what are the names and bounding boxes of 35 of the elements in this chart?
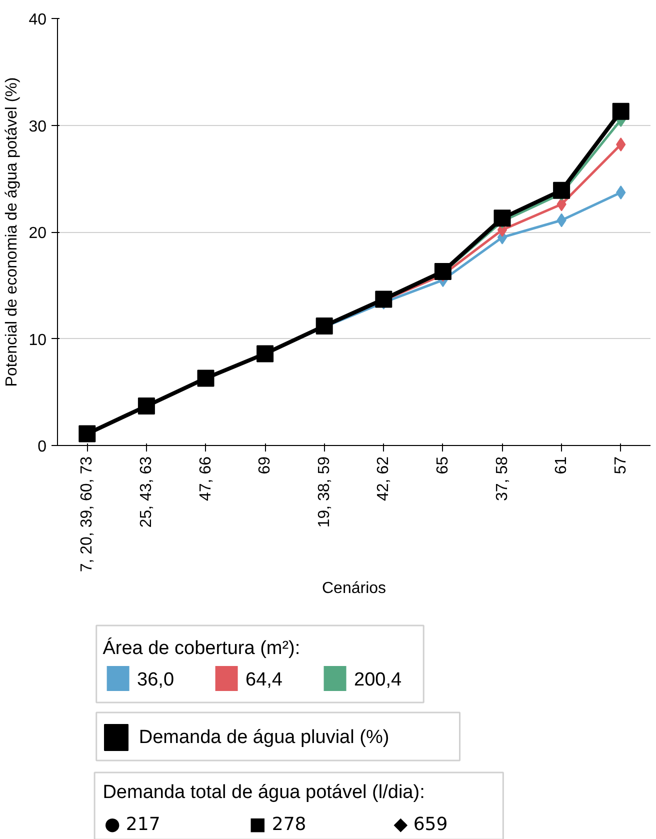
point xyxy=(256,345,274,362)
point xyxy=(553,182,570,199)
legend-label: 36,0 xyxy=(137,670,174,690)
x-axis-title: Cenários xyxy=(322,580,386,598)
y-axis-title: Potencial de economia de água potável (%) xyxy=(4,77,21,387)
text: Demanda total de água potável (l/dia): xyxy=(102,782,425,803)
x-tick-label: 47, 66 xyxy=(197,456,214,501)
x-tick-label: 61 xyxy=(553,456,570,474)
x-tick-label: 57 xyxy=(612,456,630,474)
x-tick-label: 37, 58 xyxy=(494,456,511,501)
point xyxy=(78,425,96,442)
legend-label: Demanda de água pluvial (%) xyxy=(138,727,390,748)
point xyxy=(316,317,333,334)
point xyxy=(197,370,214,387)
text: ◆ 659 xyxy=(394,814,448,835)
legend-title: Área de cobertura (m²): xyxy=(102,637,300,659)
y-tick-label: 30 xyxy=(28,118,47,136)
y-tick-label: 40 xyxy=(28,12,47,28)
y-tick-label: 10 xyxy=(28,332,47,349)
x-tick-label: 19, 38, 59 xyxy=(316,456,333,528)
legend-label: 64,4 xyxy=(246,670,283,690)
x-tick-label: 69 xyxy=(256,456,274,474)
y-tick-label: 0 xyxy=(38,438,47,456)
text: ● 217 xyxy=(104,814,160,835)
point xyxy=(138,398,155,415)
x-tick-label: 65 xyxy=(434,456,452,474)
text: ■ 278 xyxy=(249,814,306,835)
x-tick-label: 42, 62 xyxy=(375,456,392,501)
point xyxy=(494,210,511,227)
legend-label: 200,4 xyxy=(354,670,402,690)
point xyxy=(375,290,392,308)
point xyxy=(434,262,452,280)
y-tick-label: 20 xyxy=(28,225,47,242)
x-tick-label: 7, 20, 39, 60, 73 xyxy=(78,456,96,572)
x-tick-label: 25, 43, 63 xyxy=(138,456,155,528)
